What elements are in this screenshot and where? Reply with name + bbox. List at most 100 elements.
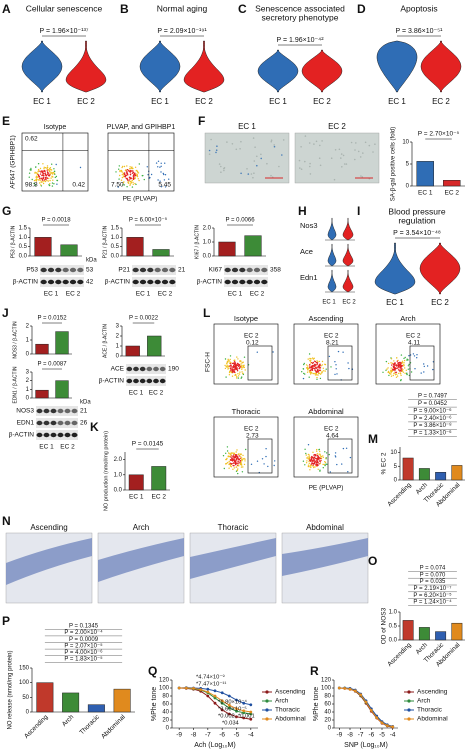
violin (342, 243, 354, 267)
y-tick-label: 40 (324, 710, 331, 716)
blot-band (71, 432, 78, 438)
flow-dot (237, 453, 240, 455)
group-label: EC 1 (151, 97, 169, 106)
flow-dot (307, 444, 310, 446)
flow-dot (126, 169, 129, 171)
flow-dot (312, 462, 314, 465)
violin (327, 243, 337, 267)
flow-dot (37, 170, 40, 172)
flow-dot (319, 377, 322, 380)
violin (327, 269, 337, 293)
flow-dot (47, 174, 50, 177)
flow-dot (306, 371, 309, 373)
flow-dot (233, 362, 236, 364)
point (359, 693, 363, 697)
panel-title: Senescence associated (255, 3, 345, 13)
flow-dot (236, 455, 239, 457)
bar (62, 692, 80, 713)
flow-dot (226, 363, 228, 365)
vessel-wall (190, 538, 276, 579)
flow-dot (38, 179, 40, 181)
flow-dot (240, 457, 243, 459)
flow-dot (322, 467, 324, 469)
comparison: P = 0.074 (420, 566, 446, 572)
flow-dot (313, 372, 315, 375)
flow-dot (137, 178, 139, 180)
p-value: P = 0.0145 (132, 441, 164, 448)
blot-band (64, 420, 71, 426)
cell (342, 154, 345, 157)
blot-strip (40, 265, 84, 275)
flow-dot (311, 369, 314, 371)
blot-strip (126, 376, 166, 386)
y-axis-label: FSC-H (205, 352, 212, 372)
legend-label: Thoracic (417, 707, 443, 714)
blot-band (153, 378, 159, 384)
cell (255, 155, 258, 158)
point (242, 716, 246, 720)
flow-dot (231, 452, 234, 454)
y-tick-label: 5 (406, 162, 410, 168)
x-tick-label: EC 1 (129, 494, 144, 501)
x-tick-label: -9 (336, 732, 342, 739)
y-tick-label: 0.5 (111, 244, 120, 250)
flow-dot (41, 174, 43, 177)
blot-strip (36, 418, 78, 428)
x-tick-label: -5 (234, 732, 240, 739)
flow-dot (235, 451, 237, 453)
flow-dot (236, 377, 238, 379)
flow-dot (228, 463, 230, 465)
flow-dot (49, 170, 51, 173)
cell (255, 164, 258, 167)
flow-dot (237, 468, 239, 470)
flow-dot (138, 163, 140, 165)
flow-dot (53, 170, 56, 173)
flow-dot (400, 379, 402, 382)
flow-dot (230, 464, 232, 466)
flow-dot (130, 167, 133, 169)
flow-dot (47, 173, 49, 175)
p-value: P = 6.00×10⁻⁵ (129, 217, 168, 224)
flow-dot (239, 371, 241, 373)
flow-dot (302, 377, 305, 380)
flow-dot (42, 163, 44, 165)
gene-label: Nos3 (300, 221, 318, 230)
flow-dot (321, 364, 324, 366)
blot-band (139, 378, 146, 384)
y-tick-label: 0 (26, 396, 30, 402)
flow-dot (301, 371, 303, 373)
series-line (339, 687, 393, 728)
y-tick-label: 1.5 (19, 226, 28, 232)
flow-dot (143, 178, 145, 181)
flow-dot (54, 176, 56, 179)
flow-dot (309, 469, 311, 471)
flow-dot (319, 462, 321, 465)
blot-band (69, 267, 77, 273)
flow-dot (315, 458, 318, 460)
point (227, 706, 231, 710)
flow-dot (157, 160, 160, 162)
comparison: P = 2.40×10⁻⁶ (413, 415, 452, 422)
flow-dot (237, 377, 240, 379)
violin (327, 217, 337, 241)
flow-dot (317, 374, 319, 376)
flow-dot (155, 162, 158, 164)
flow-dot (318, 460, 321, 462)
flow-dot (402, 371, 405, 373)
flow-dot (162, 172, 164, 175)
flow-dot (46, 169, 48, 171)
flow-dot (426, 365, 429, 367)
flow-frame (21, 132, 89, 192)
flow-dot (42, 171, 44, 173)
cell (218, 163, 221, 165)
flow-dot (416, 357, 418, 359)
flow-dot (42, 181, 44, 183)
flow-dot (126, 173, 129, 175)
x-tick-label: EC 1 (418, 190, 433, 197)
flow-dot (232, 369, 234, 371)
flow-dot (314, 369, 316, 371)
flow-dot (227, 359, 229, 361)
flow-dot (126, 178, 129, 181)
plot-title: Isotype (44, 124, 67, 131)
flow-dot (229, 459, 232, 461)
